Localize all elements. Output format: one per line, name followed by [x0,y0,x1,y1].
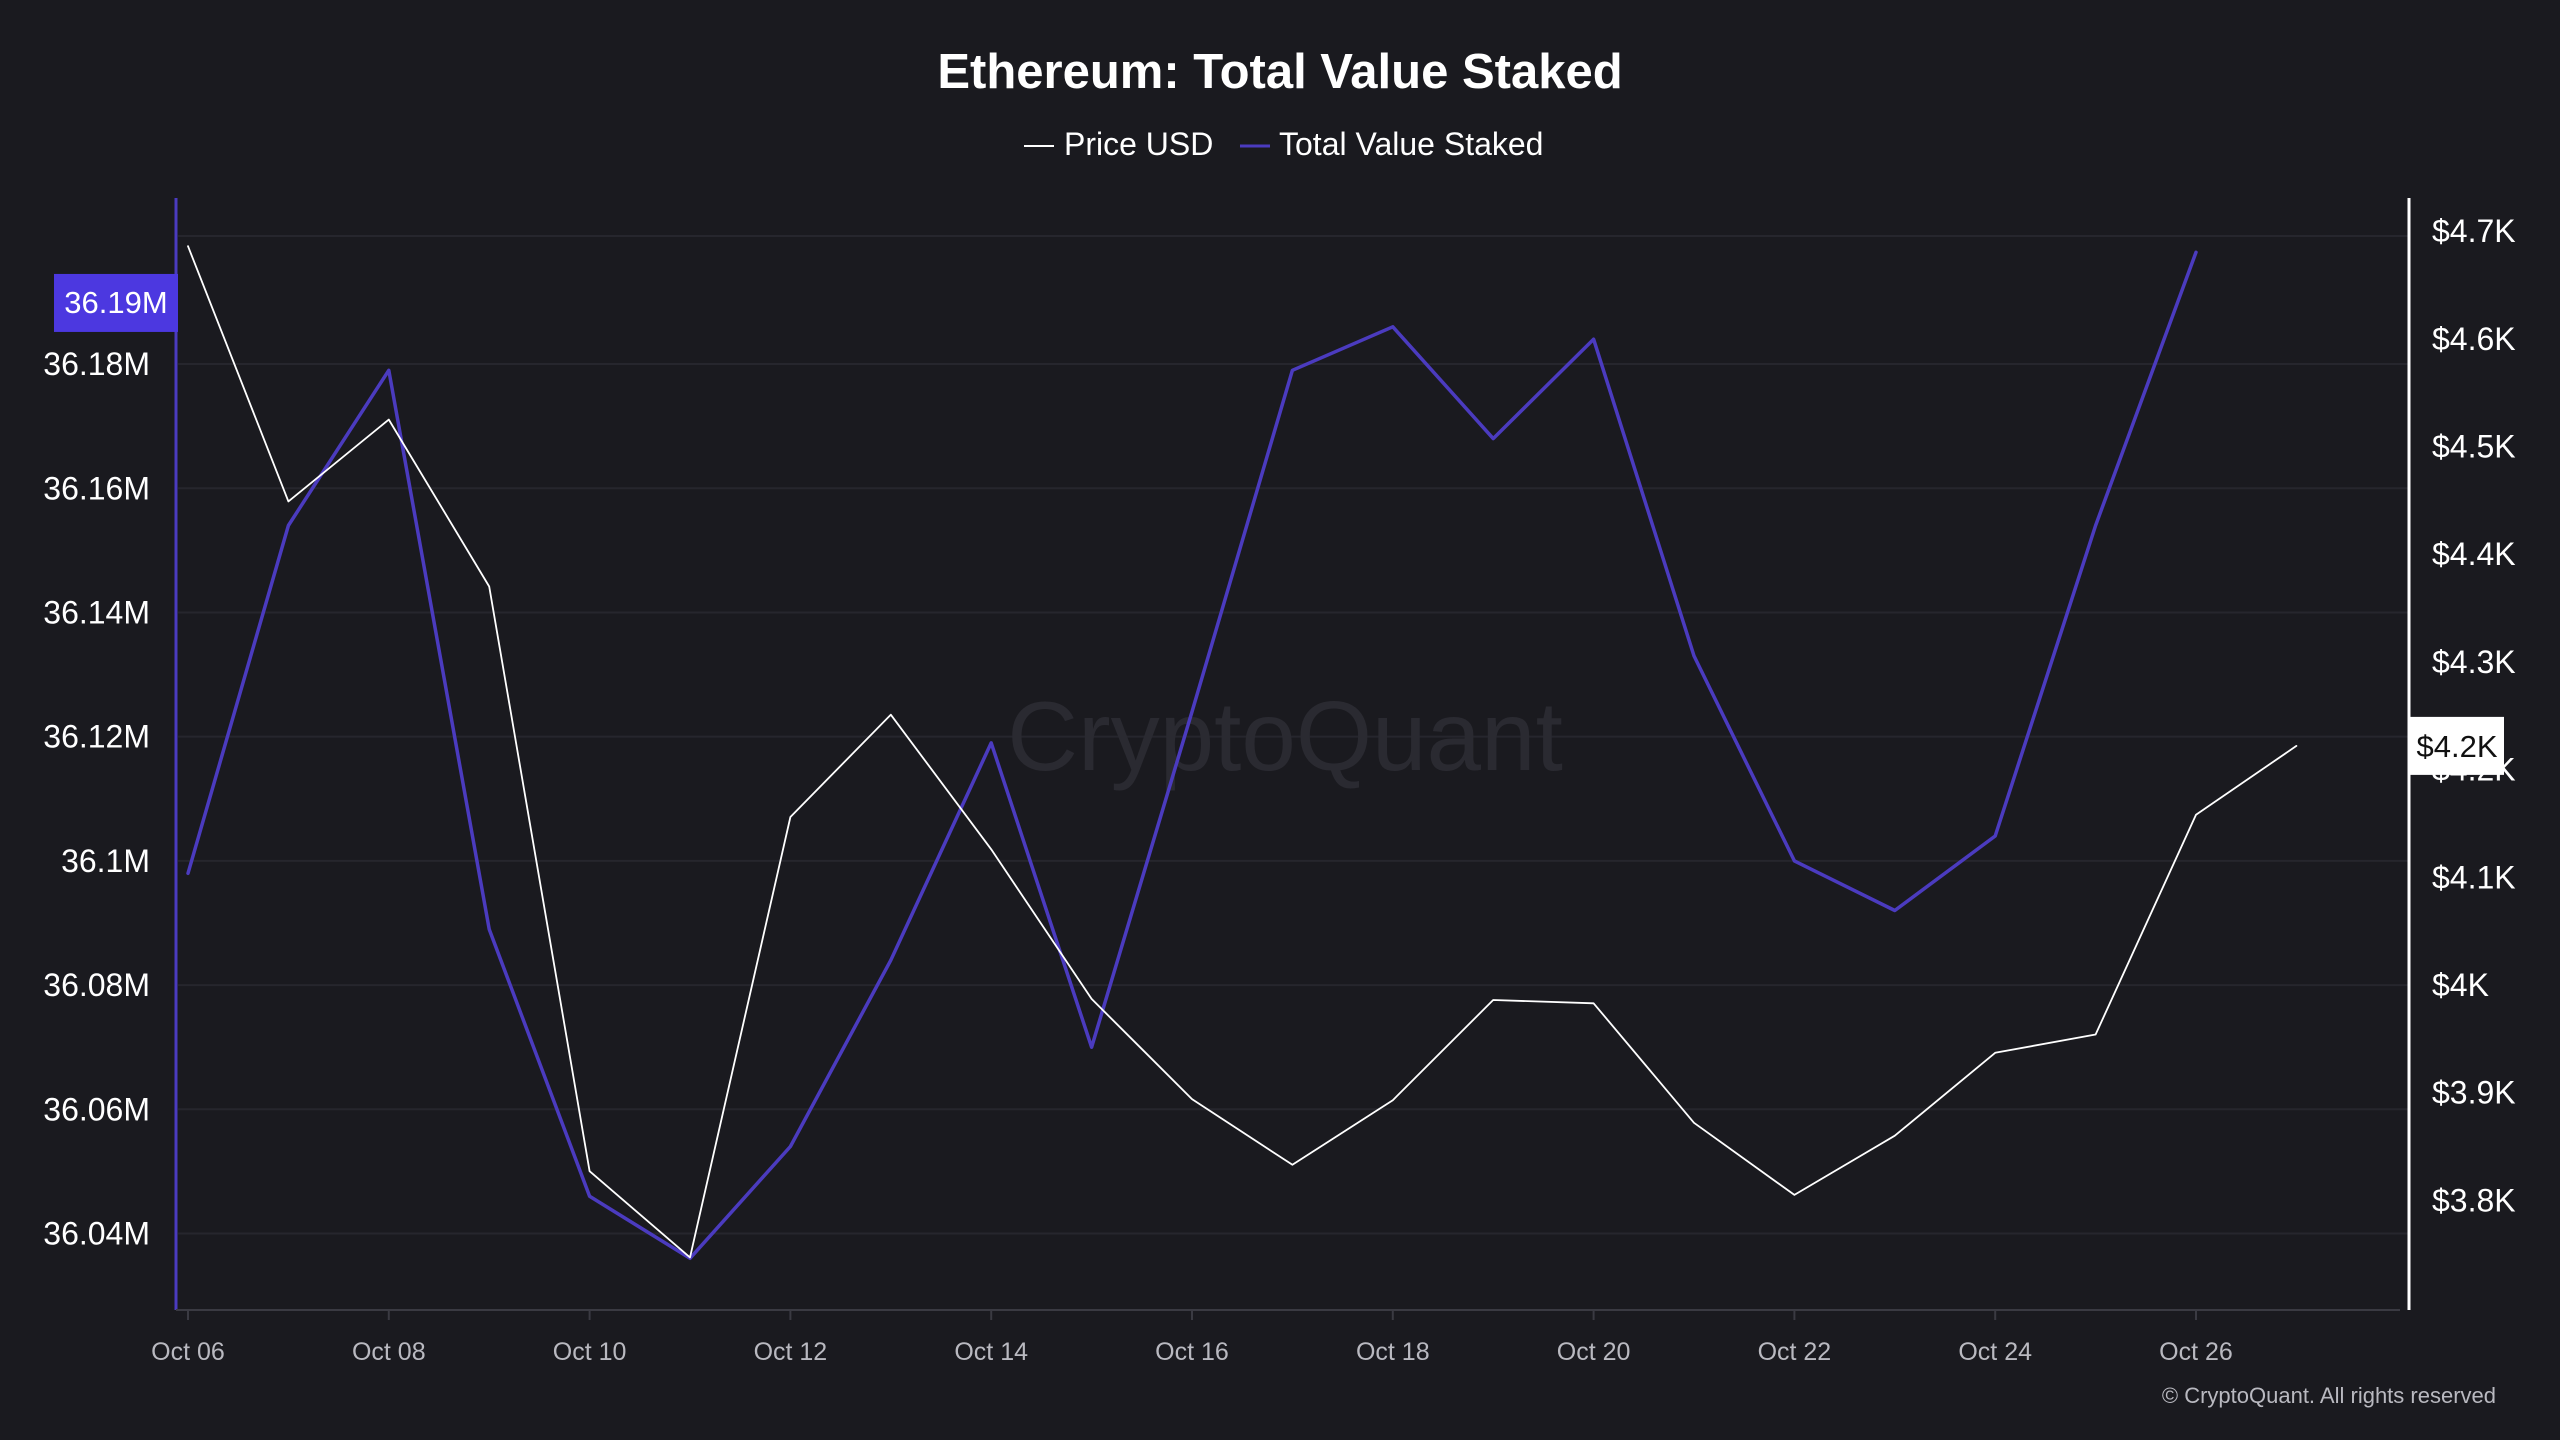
left-tick-label: 36.1M [61,843,150,879]
watermark: CryptoQuant [1007,681,1563,791]
right-tick-label: $4.7K [2432,213,2516,249]
copyright-text: © CryptoQuant. All rights reserved [2162,1383,2496,1408]
right-tick-label: $4.1K [2432,859,2516,895]
left-tick-label: 36.08M [43,967,150,1003]
x-tick-label: Oct 18 [1356,1338,1430,1366]
left-tick-label: 36.18M [43,346,150,382]
price-current-badge [2410,716,2504,775]
x-tick-label: Oct 10 [553,1338,627,1366]
left-tick-label: 36.06M [43,1091,150,1127]
total-value-staked-line [186,250,2198,1261]
price-usd-line [187,245,2298,1259]
left-tick-label: 36.12M [43,719,150,755]
x-tick-label: Oct 16 [1155,1338,1229,1366]
axes [174,198,2411,1311]
legend-item-tvs[interactable]: Total Value Staked [1240,126,1543,162]
tvs-current-value: 36.19M [64,285,167,320]
x-tick-label: Oct 26 [2159,1338,2233,1366]
x-tick-label: Oct 12 [754,1338,828,1366]
price-current-value: $4.2K [2416,729,2497,764]
right-tick-label: $3.9K [2432,1075,2516,1111]
x-tick-label: Oct 08 [352,1338,426,1366]
series-lines [186,245,2298,1261]
right-tick-label: $4.4K [2432,536,2516,572]
x-tick-label: Oct 20 [1557,1338,1631,1366]
legend: Price USD Total Value Staked [1024,126,1543,162]
right-tick-label: $4.3K [2432,644,2516,680]
legend-item-price[interactable]: Price USD [1024,126,1213,162]
legend-price-label: Price USD [1064,126,1213,162]
right-tick-label: $4.5K [2432,429,2516,465]
left-tick-label: 36.16M [43,470,150,506]
right-tick-label: $4K [2432,967,2489,1003]
right-tick-label: $3.8K [2432,1182,2516,1218]
x-axis-ticks: Oct 06 Oct 08 Oct 10 Oct 12 Oct 14 Oct 16 Oct … [151,1310,2233,1366]
left-axis-ticks: 36.04M 36.06M 36.08M 36.1M 36.12M 36.14M 36.16… [43,346,150,1251]
right-axis-ticks: $3.8K$3.9K$4K$4.1K$4.2K$4.3K$4.4K$4.5K$4… [2432,213,2516,1218]
tvs-current-badge [54,273,178,332]
x-tick-label: Oct 06 [151,1338,225,1366]
legend-tvs-label: Total Value Staked [1279,126,1543,162]
x-tick-label: Oct 22 [1758,1338,1832,1366]
left-tick-label: 36.04M [43,1215,150,1251]
current-value-badges: 36.19M $4.2K [54,273,2504,775]
left-tick-label: 36.14M [43,594,150,630]
right-tick-label: $4.6K [2432,321,2516,357]
x-tick-label: Oct 14 [954,1338,1028,1366]
gridlines [178,235,2408,1235]
x-tick-label: Oct 24 [1958,1338,2032,1366]
chart-title: Ethereum: Total Value Staked [937,45,1622,99]
